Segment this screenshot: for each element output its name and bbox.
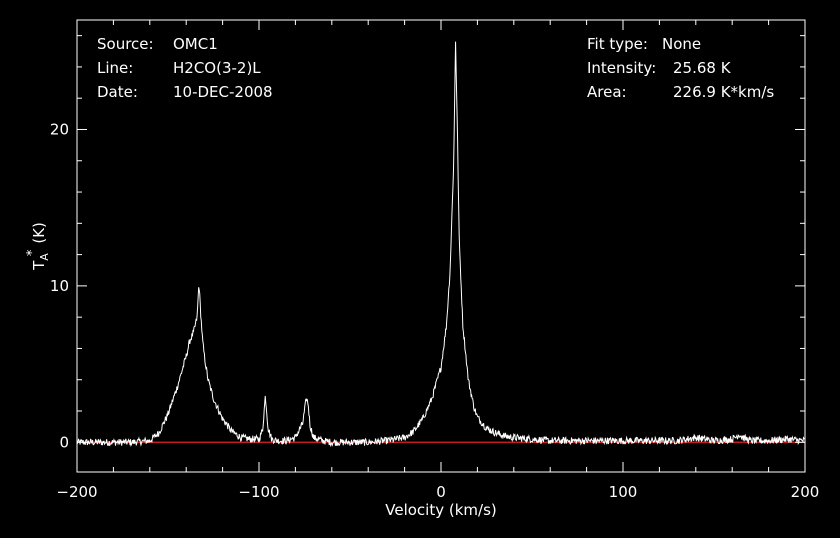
svg-text:TA*(K): TA* (K): [25, 222, 51, 271]
series-line-0: [76, 41, 806, 448]
x-tick-label: −100: [238, 483, 279, 501]
date-row: Date: 10-DEC-2008: [97, 80, 273, 104]
y-tick-label: 20: [50, 120, 69, 138]
fit-info-block: Fit type: None Intensity: 25.68 K Area: 226…: [587, 32, 774, 104]
y-axis-label-main: T: [30, 260, 48, 271]
x-axis-label: Velocity (km/s): [385, 501, 496, 519]
intensity-value: 25.68 K: [673, 59, 731, 77]
source-info-block: Source: OMC1 Line: H2CO(3-2)L Date: 10-DEC-…: [97, 32, 273, 104]
intensity-row: Intensity: 25.68 K: [587, 56, 774, 80]
y-axis-label-sub: A: [38, 253, 51, 261]
x-tick-label: 200: [791, 483, 820, 501]
area-value: 226.9 K*km/s: [673, 83, 775, 101]
axis-ticks: [76, 20, 806, 472]
line-value: H2CO(3-2)L: [173, 59, 261, 77]
chart-marks: [76, 41, 806, 448]
intensity-label: Intensity:: [587, 59, 657, 77]
axis-tick-labels: −200 −100 0 100 200 0 10 20: [50, 120, 819, 501]
area-row: Area: 226.9 K*km/s: [587, 80, 774, 104]
date-label: Date:: [97, 83, 138, 101]
y-axis-label-sup: *: [25, 249, 40, 256]
fit-row: Fit type: None: [587, 32, 774, 56]
fit-type-label: Fit type:: [587, 35, 648, 53]
source-label: Source:: [97, 35, 154, 53]
date-value: 10-DEC-2008: [173, 83, 273, 101]
y-tick-label: 10: [50, 277, 69, 295]
x-tick-label: 100: [609, 483, 638, 501]
x-tick-label: −200: [56, 483, 97, 501]
area-label: Area:: [587, 83, 627, 101]
fit-type-value: None: [662, 35, 702, 53]
line-row: Line: H2CO(3-2)L: [97, 56, 273, 80]
y-axis-label-unit: (K): [30, 222, 48, 244]
line-label: Line:: [97, 59, 134, 77]
y-axis-label: TA* (K): [25, 222, 51, 271]
y-tick-label: 0: [59, 433, 69, 451]
source-row: Source: OMC1: [97, 32, 273, 56]
source-value: OMC1: [173, 35, 218, 53]
x-tick-label: 0: [436, 483, 446, 501]
